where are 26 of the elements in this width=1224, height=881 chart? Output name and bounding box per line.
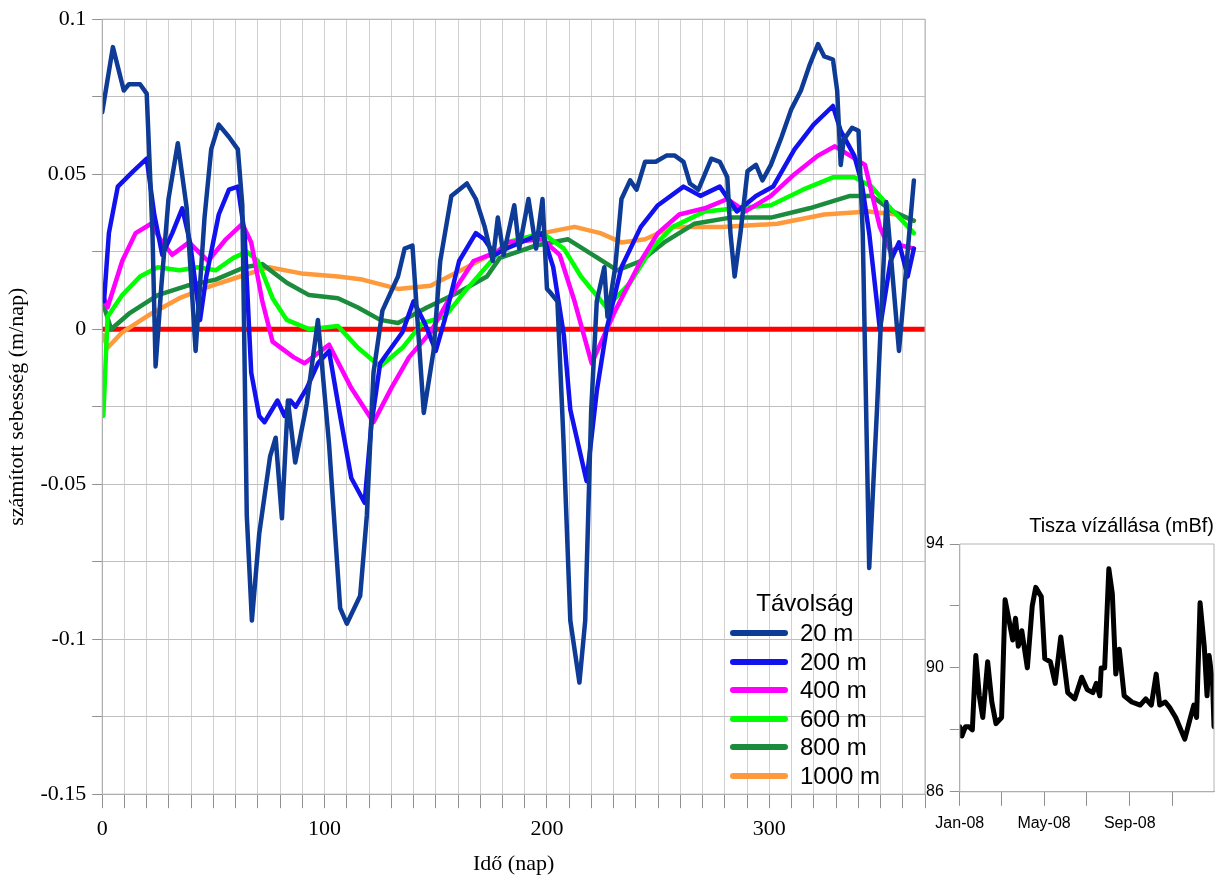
y-tick-label: 0.1: [58, 4, 87, 30]
y-tick-label: -0.15: [40, 779, 87, 805]
legend-label: 200 m: [800, 647, 867, 676]
x-tick-label: 200: [530, 815, 564, 841]
x-axis-title: Idő (nap): [472, 849, 555, 875]
legend-label: 400 m: [800, 676, 867, 705]
legend-label: 600 m: [800, 704, 867, 733]
y-axis-title: számított sebesség (m/nap): [2, 287, 28, 526]
legend-label: 800 m: [800, 733, 867, 762]
legend-title: Távolság: [755, 589, 855, 618]
legend-label: 1000 m: [800, 761, 881, 790]
y-tick-label: -0.1: [51, 624, 87, 650]
y-tick-label: 90: [926, 658, 944, 676]
x-tick-label: 0: [96, 815, 108, 841]
x-tick-label: 100: [308, 815, 342, 841]
y-tick-label: 94: [926, 534, 944, 552]
y-tick-label: 86: [926, 782, 944, 800]
legend-label: 20 m: [800, 619, 854, 648]
y-tick-label: 0.05: [47, 159, 87, 185]
x-tick-label: 300: [752, 815, 786, 841]
x-tick-label: Jan-08: [935, 813, 985, 831]
x-tick-label: Sep-08: [1103, 813, 1156, 831]
x-tick-label: May-08: [1017, 813, 1071, 831]
y-tick-label: 0: [75, 314, 87, 340]
y-tick-label: -0.05: [40, 469, 87, 495]
chart-title: Tisza vízállása (mBf): [1029, 513, 1214, 536]
